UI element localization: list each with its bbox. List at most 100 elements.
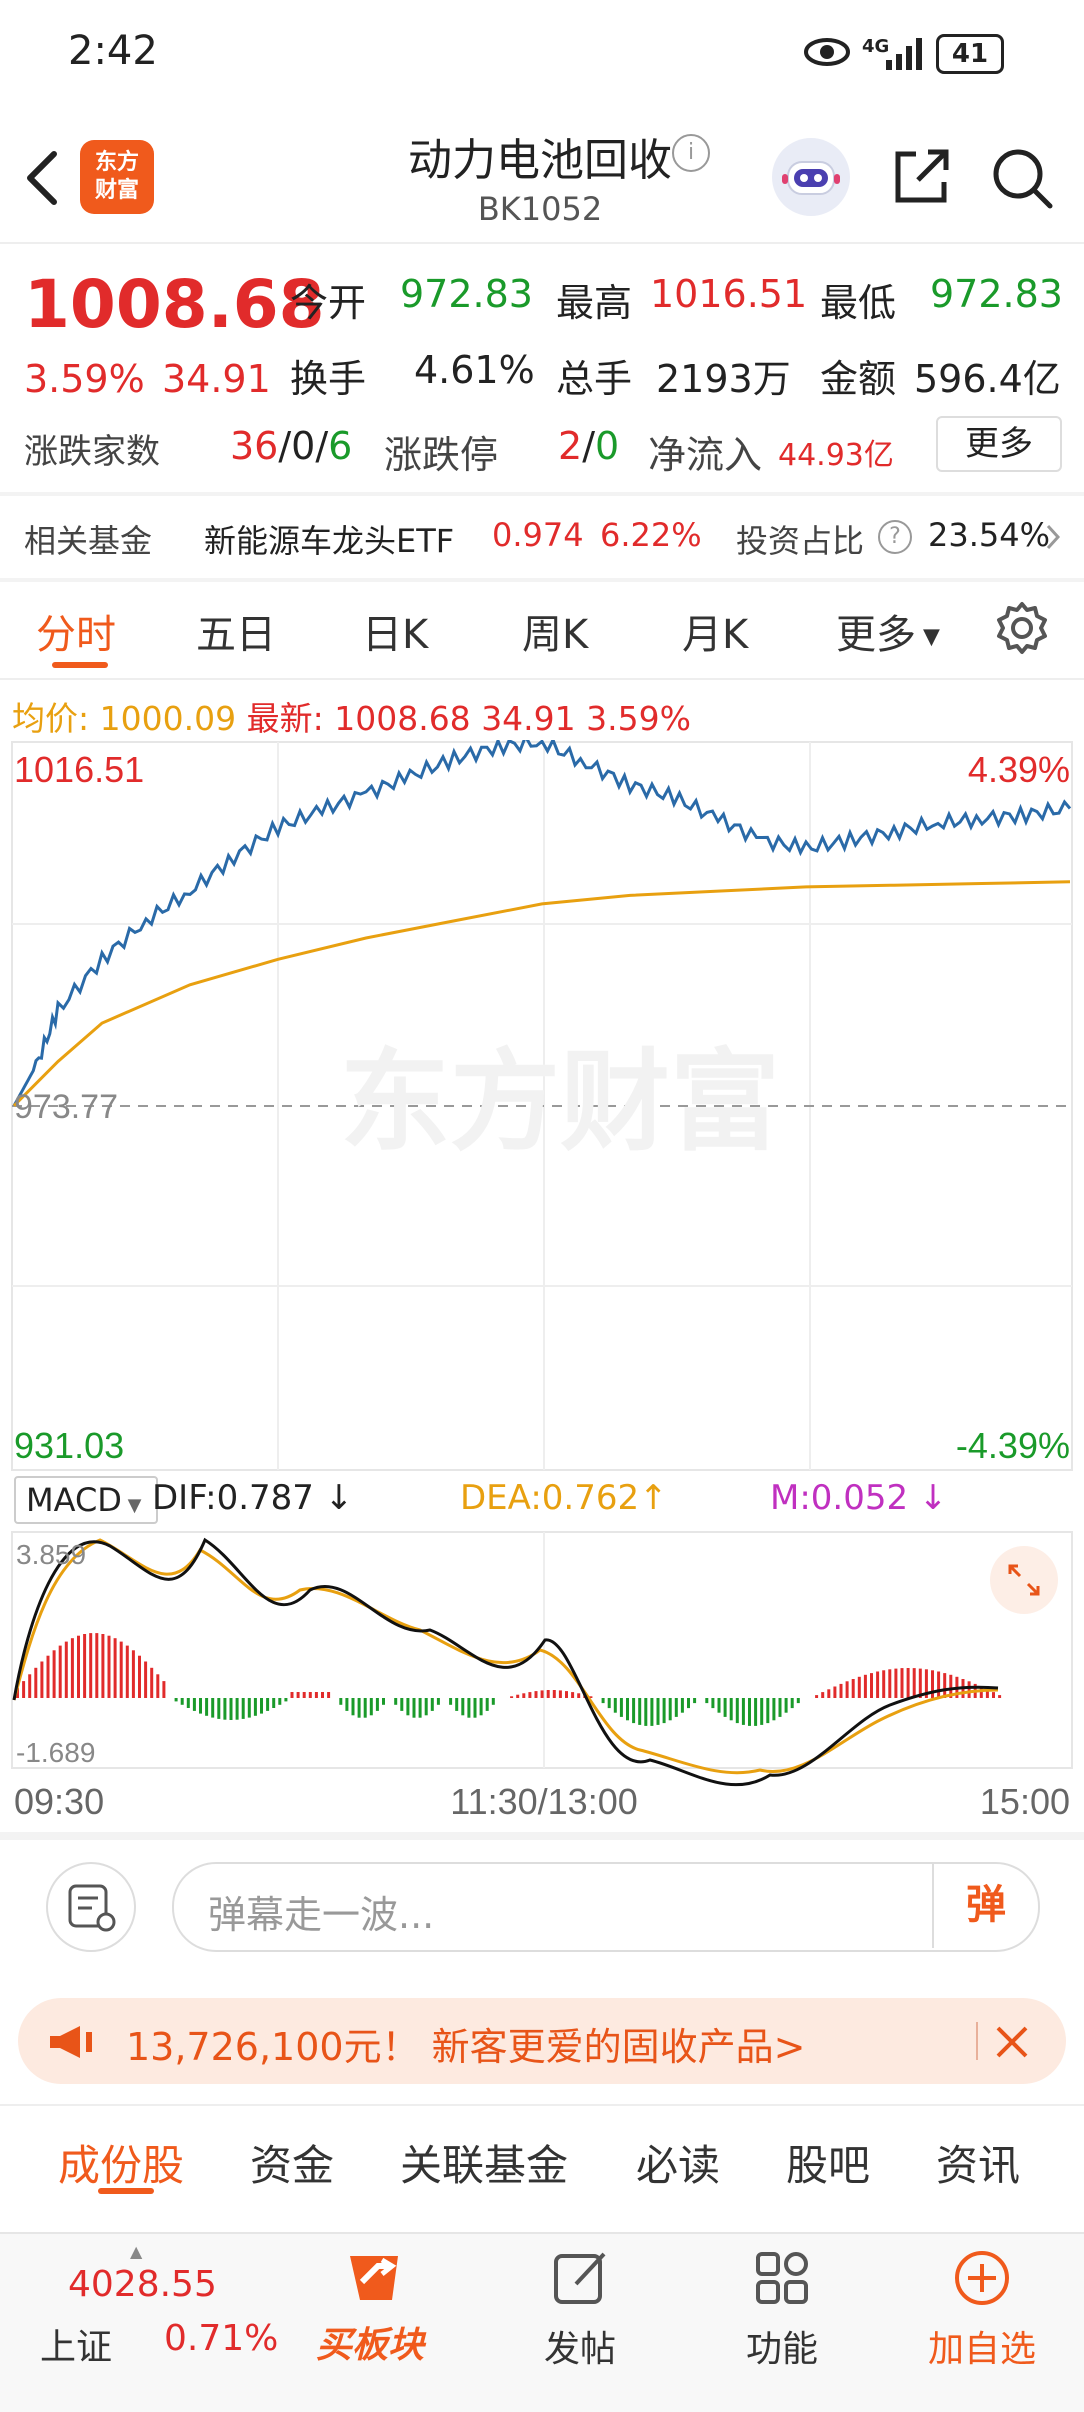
subtab-news[interactable]: 资讯	[936, 2141, 1021, 2190]
macd-bar	[589, 1696, 593, 1698]
settings-gear-icon[interactable]	[994, 600, 1050, 656]
macd-bar	[796, 1698, 800, 1704]
macd-bar	[107, 1635, 111, 1698]
macd-bar	[34, 1667, 38, 1698]
macd-frame	[11, 1531, 1073, 1769]
share-icon[interactable]	[890, 146, 952, 208]
fund-name[interactable]: 新能源车龙头ETF	[204, 522, 455, 560]
post-label[interactable]: 发帖	[544, 2329, 617, 2370]
macd-bar	[314, 1692, 318, 1698]
macd-bar	[943, 1673, 947, 1698]
macd-bar	[241, 1698, 245, 1719]
functions-grid-icon[interactable]	[752, 2248, 812, 2308]
macd-bar	[888, 1669, 892, 1698]
macd-bar	[705, 1698, 709, 1704]
latest-label: 最新:	[246, 699, 324, 738]
post-edit-icon[interactable]	[550, 2248, 610, 2308]
turnover-label: 换手	[290, 357, 367, 401]
limit-down-count: 0	[595, 424, 620, 468]
app-logo: 东方 财富	[80, 140, 154, 214]
more-quote-button[interactable]: 更多	[936, 416, 1062, 472]
macd-bar	[64, 1641, 68, 1698]
macd-dea: DEA:0.762↑	[460, 1478, 668, 1518]
macd-bar	[949, 1674, 953, 1698]
help-icon[interactable]: ?	[878, 520, 912, 554]
intraday-chart[interactable]: 东方财富 1016.51 973.77 931.03 4.39% -4.39% …	[0, 740, 1084, 1840]
macd-bar	[998, 1695, 1002, 1698]
promo-banner[interactable]	[18, 1998, 1066, 2084]
tab-monthly-k[interactable]: 月K	[682, 612, 749, 658]
macd-bar	[924, 1669, 928, 1698]
tab-more[interactable]: 更多 ▼	[836, 602, 940, 660]
index-name[interactable]: 上证	[40, 2327, 113, 2368]
macd-bar	[375, 1698, 379, 1711]
index-pct[interactable]: 0.71%	[164, 2318, 279, 2359]
subtab-related-funds[interactable]: 关联基金	[400, 2141, 569, 2190]
subtab-funds-flow[interactable]: 资金	[250, 2141, 335, 2190]
dea-text: DEA:0.762	[460, 1478, 640, 1518]
back-icon[interactable]	[22, 148, 62, 208]
related-fund-row[interactable]: 相关基金 新能源车龙头ETF 0.974 6.22% 投资占比 ? 23.54%	[0, 500, 1084, 574]
subtab-must-read[interactable]: 必读	[636, 2141, 721, 2190]
search-icon[interactable]	[990, 146, 1054, 210]
macd-bar	[430, 1698, 434, 1711]
functions-label[interactable]: 功能	[746, 2329, 819, 2370]
macd-bar	[302, 1692, 306, 1698]
danmu-toggle-button[interactable]: 弹	[932, 1862, 1038, 1948]
macd-bar	[278, 1698, 282, 1705]
status-bar: 2:42 4G 41	[0, 0, 1084, 110]
promo-text[interactable]: 13,726,100元！ 新客更爱的固收产品>	[126, 2025, 806, 2069]
macd-bar	[540, 1690, 544, 1698]
page-title: 动力电池回收	[408, 135, 672, 186]
macd-bar	[528, 1692, 532, 1698]
subtab-constituents[interactable]: 成份股	[58, 2141, 185, 2190]
tab-five-day[interactable]: 五日	[196, 612, 276, 658]
close-icon[interactable]	[994, 2024, 1030, 2060]
macd-bar	[70, 1638, 74, 1698]
macd-bar	[546, 1690, 550, 1698]
macd-bar	[400, 1698, 404, 1711]
macd-bar	[931, 1670, 934, 1698]
subtab-forum[interactable]: 股吧	[786, 2141, 871, 2190]
macd-bar	[229, 1698, 233, 1720]
macd-bar	[723, 1698, 727, 1717]
info-icon[interactable]: i	[672, 134, 710, 172]
macd-bar	[394, 1698, 398, 1705]
assistant-robot-icon[interactable]	[772, 138, 850, 216]
buy-sector-label[interactable]: 买板块	[316, 2325, 425, 2366]
macd-y-bottom-label: -1.689	[16, 1737, 95, 1768]
macd-bar	[473, 1698, 477, 1718]
latest-value: 1008.68	[334, 699, 471, 738]
macd-bar	[449, 1698, 453, 1705]
chart-legend: 均价: 1000.09 最新: 1008.68 34.91 3.59%	[12, 692, 691, 740]
macd-bar	[534, 1691, 538, 1698]
macd-selector[interactable]: MACD ▼	[14, 1476, 158, 1524]
add-watchlist-icon[interactable]	[952, 2248, 1012, 2308]
index-value[interactable]: 4028.55	[68, 2264, 217, 2305]
macd-bar	[784, 1698, 788, 1713]
fund-price: 0.974	[492, 516, 584, 554]
add-watchlist-label[interactable]: 加自选	[928, 2329, 1037, 2370]
macd-bar	[290, 1692, 294, 1698]
macd-bar	[186, 1698, 190, 1708]
danmu-input[interactable]	[172, 1862, 1040, 1952]
macd-bar	[83, 1634, 87, 1698]
tab-weekly-k[interactable]: 周K	[522, 612, 589, 658]
macd-bar	[223, 1698, 227, 1720]
tab-intraday[interactable]: 分时	[36, 612, 116, 658]
macd-bar	[369, 1698, 373, 1716]
buy-sector-icon[interactable]	[340, 2248, 412, 2312]
tab-daily-k[interactable]: 日K	[362, 612, 429, 658]
high-value: 1016.51	[650, 272, 808, 316]
macd-bar	[845, 1681, 849, 1698]
macd-bar	[748, 1698, 751, 1726]
up-count: 36	[230, 424, 279, 468]
macd-bar	[607, 1698, 611, 1709]
macd-bar	[436, 1698, 440, 1705]
expand-button[interactable]	[990, 1546, 1058, 1614]
macd-bar	[821, 1692, 825, 1698]
macd-bar	[28, 1674, 32, 1698]
macd-bar	[52, 1650, 56, 1698]
comment-list-button[interactable]	[46, 1862, 136, 1952]
macd-bar	[382, 1698, 385, 1705]
